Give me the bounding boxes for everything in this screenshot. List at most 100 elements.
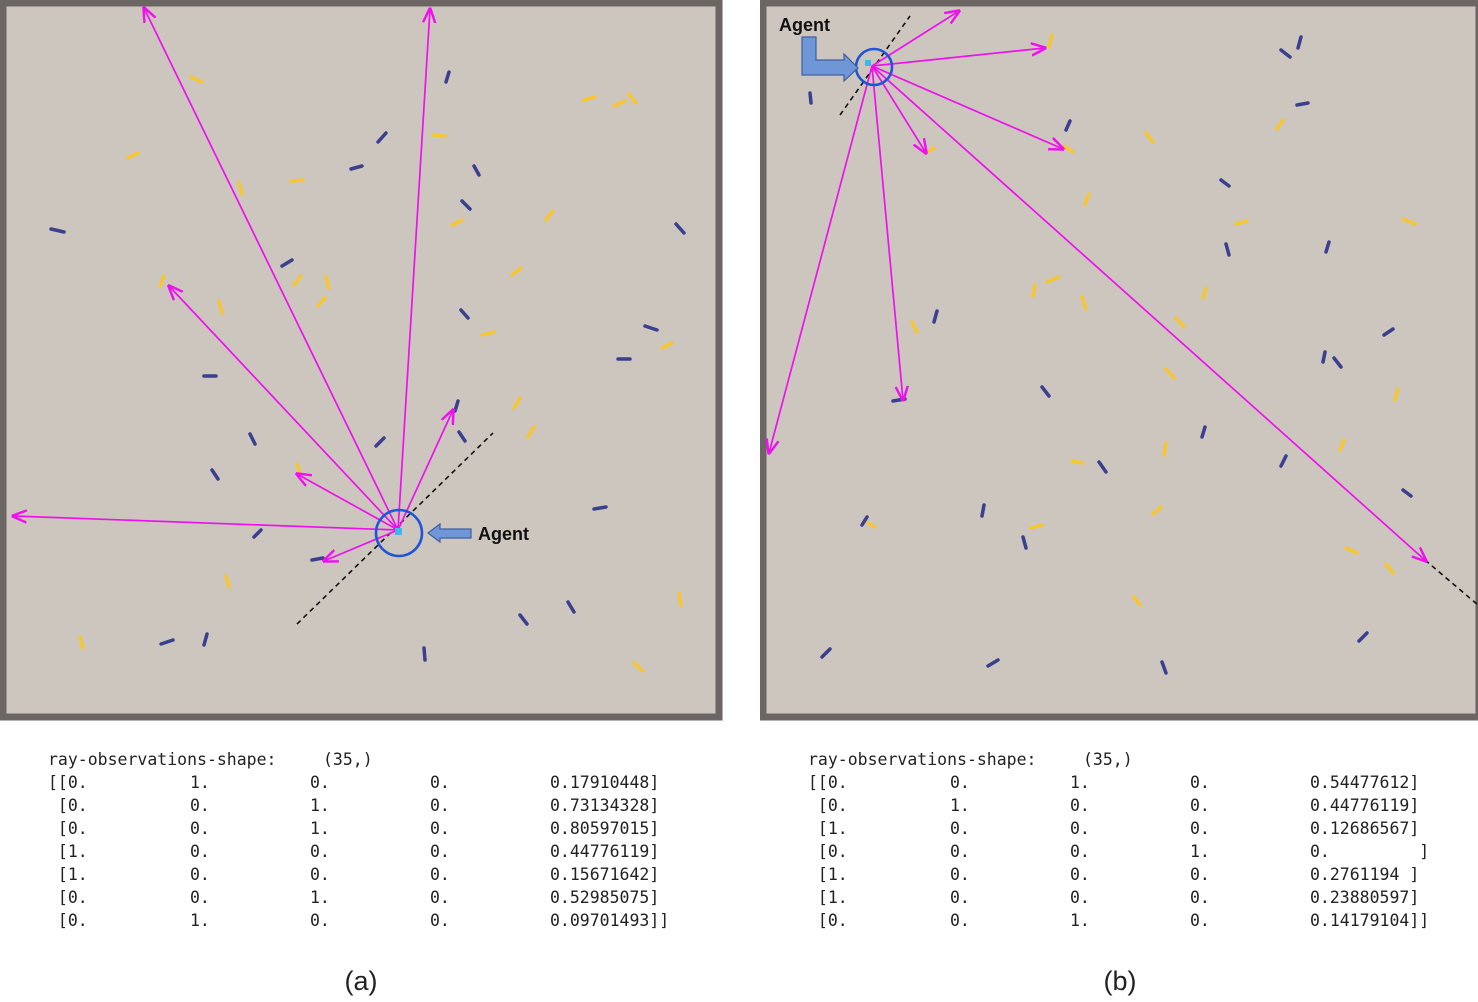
ray-6 <box>397 410 453 531</box>
observation-value: 0. <box>430 773 450 792</box>
observation-value: 0.17910448] <box>550 773 660 792</box>
observation-value: 0.23880597] <box>1310 888 1420 907</box>
ray-3 <box>169 286 399 531</box>
observation-value: 0. <box>1190 911 1210 930</box>
observation-value: [[0. <box>48 773 88 792</box>
observation-value: 0.09701493]] <box>550 911 670 930</box>
agent-label: Agent <box>779 15 830 35</box>
ray-7 <box>871 65 1426 561</box>
observation-value: 1. <box>310 819 330 838</box>
ray-4 <box>13 516 399 531</box>
agent-body <box>395 528 402 535</box>
arena-floor <box>0 0 723 721</box>
observation-value: 0.54477612] <box>1310 773 1420 792</box>
observation-value: 0. <box>950 911 970 930</box>
observation-value: 0.12686567] <box>1310 819 1420 838</box>
observation-value: 0. <box>430 842 450 861</box>
ray-4 <box>871 65 926 153</box>
observation-value: [0. <box>808 842 848 861</box>
caption-a: (a) <box>344 966 378 996</box>
ray-2 <box>871 48 1045 67</box>
arena-b: Agent <box>760 0 1478 721</box>
agent-heading-line <box>839 15 911 116</box>
agent-callout-arrow <box>427 522 472 544</box>
observation-value: 0.14179104]] <box>1310 911 1430 930</box>
observation-value: 1. <box>1070 911 1090 930</box>
observation-value: [1. <box>808 819 848 838</box>
observation-value: 1. <box>1070 773 1090 792</box>
observation-value: 0. <box>430 819 450 838</box>
observation-value: 0. <box>430 796 450 815</box>
observation-value: [0. <box>48 819 88 838</box>
observation-value: 0. <box>430 865 450 884</box>
observation-value: 1. <box>950 796 970 815</box>
items <box>49 70 686 673</box>
observation-value: [1. <box>48 865 88 884</box>
observation-value: 0. <box>310 865 330 884</box>
observation-value: 0. <box>310 842 330 861</box>
observation-value: [[0. <box>808 773 848 792</box>
observation-value: 0. <box>1190 773 1210 792</box>
ray-1 <box>144 8 399 531</box>
observation-value: 0.15671642] <box>550 865 660 884</box>
observation-value: 0. <box>190 888 210 907</box>
observation-value: 0. <box>1190 888 1210 907</box>
observation-value: [0. <box>48 888 88 907</box>
observation-value: 0. <box>1190 865 1210 884</box>
rays <box>769 11 1426 561</box>
observation-value: 0. <box>1070 796 1090 815</box>
ray-6 <box>769 65 873 453</box>
observation-value: 0. <box>1190 796 1210 815</box>
observation-value: 0. <box>1190 819 1210 838</box>
observation-value: 0.44776119] <box>550 842 660 861</box>
observation-value: 1. <box>1190 842 1210 861</box>
agent-ring <box>374 508 424 558</box>
observation-value: 0. <box>950 819 970 838</box>
observation-value: 0. <box>1070 865 1090 884</box>
shape-value: (35,) <box>1083 750 1133 769</box>
observation-value: 0.2761194 ] <box>1310 865 1420 884</box>
observation-value: [0. <box>48 911 88 930</box>
observation-value: [0. <box>48 796 88 815</box>
ray-1 <box>871 11 959 67</box>
ray-2 <box>397 9 430 531</box>
observation-value: 0. <box>950 888 970 907</box>
observation-value: 0. <box>190 842 210 861</box>
ray-5 <box>871 65 903 400</box>
observation-value: 0.44776119] <box>1310 796 1420 815</box>
observation-value: 0. <box>430 911 450 930</box>
observation-value: 1. <box>310 796 330 815</box>
panel-b: Agent ray-observations-shape: (35,) [[0.… <box>760 0 1478 1002</box>
arena-floor <box>760 0 1478 721</box>
observation-value: 0. <box>1070 888 1090 907</box>
panel-a: Agent ray-observations-shape: (35,) [[0.… <box>0 0 723 996</box>
arena-a: Agent <box>0 0 723 721</box>
observation-value: 0. <box>190 865 210 884</box>
agent-label: Agent <box>478 524 529 544</box>
observation-value: 1. <box>190 773 210 792</box>
observation-value: 0. <box>190 796 210 815</box>
agent-body <box>865 60 871 66</box>
observation-value: 0. <box>1070 842 1090 861</box>
ray-extension-line <box>1424 559 1478 606</box>
observation-value: 0. <box>950 773 970 792</box>
items <box>808 33 1417 675</box>
ray-5 <box>297 474 399 531</box>
shape-value: (35,) <box>323 750 373 769</box>
shape-label: ray-observations-shape: <box>808 750 1037 769</box>
observation-value: 0. <box>1070 819 1090 838</box>
observation-value: 0. <box>190 819 210 838</box>
observation-value: 0. <box>310 773 330 792</box>
observation-value: 0. <box>950 865 970 884</box>
observation-value: [0. <box>808 911 848 930</box>
shape-label: ray-observations-shape: <box>48 750 277 769</box>
observation-value: [1. <box>808 888 848 907</box>
observation-value: 0. ] <box>1310 842 1430 861</box>
observation-value: 0.52985075] <box>550 888 660 907</box>
observation-value: 0. <box>430 888 450 907</box>
caption-b: (b) <box>1103 966 1137 996</box>
agent-callout-arrow <box>801 36 859 83</box>
observation-value: 1. <box>310 888 330 907</box>
observation-value: 0.80597015] <box>550 819 660 838</box>
ray-3 <box>871 65 1063 149</box>
